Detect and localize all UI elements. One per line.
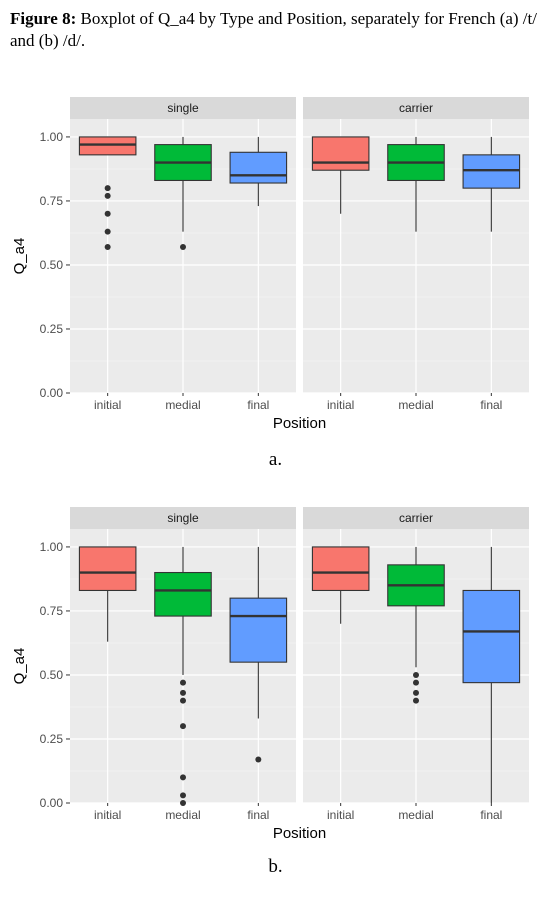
- x-axis-title: Position: [273, 415, 326, 432]
- figure-caption: Figure 8: Boxplot of Q_a4 by Type and Po…: [10, 8, 541, 52]
- y-tick-label: 1.00: [40, 540, 64, 554]
- x-tick-label-final: final: [480, 808, 502, 822]
- x-axis-title: Position: [273, 825, 326, 842]
- box-iqr: [462, 589, 521, 684]
- box-carrier-initial: [311, 136, 370, 214]
- box-single-initial: [78, 136, 137, 251]
- x-tick-label-medial: medial: [398, 808, 433, 822]
- box-iqr: [78, 546, 137, 592]
- outlier-point: [104, 244, 111, 251]
- x-tick-label-medial: medial: [165, 398, 200, 412]
- facet-strip-single: [70, 507, 296, 529]
- box-carrier-medial: [387, 546, 445, 704]
- outlier-point: [180, 244, 186, 251]
- box-iqr: [462, 154, 521, 189]
- y-tick-label: 0.25: [40, 732, 64, 746]
- y-tick-label: 0.50: [40, 258, 64, 272]
- box-iqr: [311, 546, 370, 592]
- outlier-point: [104, 192, 111, 199]
- facet-title-carrier: carrier: [399, 511, 433, 525]
- x-tick-label-initial: initial: [327, 808, 354, 822]
- outlier-point: [104, 185, 111, 192]
- box-carrier-initial: [311, 546, 370, 624]
- outlier-point: [104, 228, 111, 235]
- boxplot-figure-b: single initial medial final carrier initial me…: [11, 507, 529, 842]
- facet-title-carrier: carrier: [399, 101, 433, 115]
- y-tick-label: 0.25: [40, 322, 64, 336]
- outlier-point: [180, 774, 186, 781]
- box-iqr: [78, 136, 137, 156]
- x-tick-label-medial: medial: [165, 808, 200, 822]
- x-tick-label-final: final: [247, 398, 269, 412]
- x-tick-label-medial: medial: [398, 398, 433, 412]
- facet-strip-single: [70, 97, 296, 119]
- box-single-final: [229, 546, 288, 763]
- y-tick-label: 0.75: [40, 194, 64, 208]
- box-carrier-final: [462, 136, 521, 232]
- facet-strip-carrier: [303, 507, 529, 529]
- x-tick-label-initial: initial: [327, 398, 354, 412]
- outlier-point: [180, 679, 186, 686]
- box-single-final: [229, 136, 288, 207]
- y-tick-label: 0.50: [40, 668, 64, 682]
- caption-text: Boxplot of Q_a4 by Type and Position, se…: [10, 9, 537, 50]
- x-tick-label-initial: initial: [94, 398, 121, 412]
- box-iqr: [229, 151, 288, 184]
- facet-title-single: single: [167, 511, 199, 525]
- box-iqr: [311, 136, 370, 171]
- box-single-medial: [154, 546, 212, 806]
- y-tick-label: 0.00: [40, 796, 64, 810]
- box-single-medial: [154, 136, 212, 251]
- box-carrier-final: [462, 546, 521, 803]
- subfigure-label-b: b.: [268, 856, 283, 877]
- outlier-point: [180, 697, 186, 704]
- x-tick-label-initial: initial: [94, 808, 121, 822]
- facet-title-single: single: [167, 101, 199, 115]
- caption-label: Figure 8:: [10, 9, 77, 28]
- outlier-point: [255, 756, 262, 763]
- y-tick-label: 0.75: [40, 604, 64, 618]
- outlier-point: [413, 671, 419, 678]
- x-tick-label-final: final: [480, 398, 502, 412]
- facet-strip-carrier: [303, 97, 529, 119]
- y-axis-title: Q_a4: [11, 238, 28, 275]
- outlier-point: [180, 723, 186, 730]
- outlier-point: [180, 689, 186, 696]
- box-iqr: [229, 597, 288, 663]
- y-tick-label: 1.00: [40, 130, 64, 144]
- y-axis-title: Q_a4: [11, 648, 28, 685]
- outlier-point: [104, 210, 111, 217]
- outlier-point: [413, 689, 419, 696]
- box-single-initial: [78, 546, 137, 642]
- outlier-point: [413, 697, 419, 704]
- boxplot-figure-a: single initial medial final carrier initial me…: [11, 97, 529, 432]
- subfigure-label-a: a.: [268, 449, 283, 470]
- outlier-point: [413, 679, 419, 686]
- outlier-point: [180, 792, 186, 799]
- box-carrier-medial: [387, 136, 445, 232]
- box-iqr: [154, 571, 212, 617]
- y-tick-label: 0.00: [40, 386, 64, 400]
- x-tick-label-final: final: [247, 808, 269, 822]
